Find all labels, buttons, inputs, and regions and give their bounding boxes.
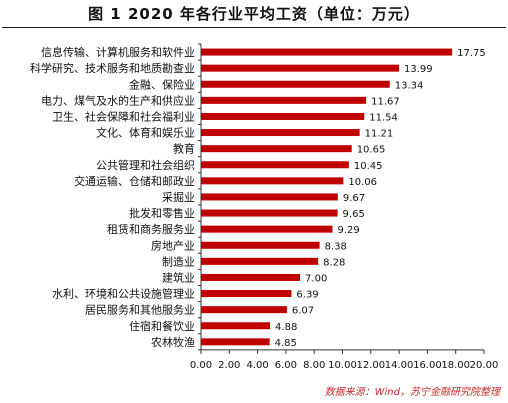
bar (201, 209, 338, 217)
bar (201, 80, 390, 88)
category-label: 科学研究、技术服务和地质勘查业 (30, 61, 195, 75)
value-label: 9.65 (343, 209, 365, 220)
value-label: 9.29 (337, 225, 359, 236)
bar (201, 112, 365, 120)
value-label: 11.21 (365, 129, 394, 140)
bar (201, 48, 453, 56)
category-label: 农林牧渔 (151, 335, 195, 349)
x-tick-label: 12.00 (356, 360, 385, 371)
value-label: 4.85 (275, 338, 297, 349)
value-label: 11.54 (369, 112, 398, 123)
x-tick-label: 16.00 (413, 360, 442, 371)
bar (201, 161, 349, 169)
value-label: 11.67 (371, 96, 400, 107)
bar (201, 322, 271, 330)
category-label: 文化、体育和娱乐业 (96, 126, 195, 140)
value-label: 7.00 (305, 273, 327, 284)
value-label: 4.88 (275, 322, 297, 333)
category-label: 批发和零售业 (129, 206, 195, 220)
x-tick-label: 6.00 (275, 360, 297, 371)
x-tick-label: 2.00 (218, 360, 240, 371)
x-tick-label: 20.00 (470, 360, 499, 371)
chart-title: 图 1 2020 年各行业平均工资（单位：万元） (88, 5, 420, 23)
category-label: 卫生、社会保障和社会福利业 (52, 109, 195, 123)
value-label: 6.07 (292, 306, 314, 317)
bar (201, 290, 292, 298)
value-label: 6.39 (296, 290, 318, 301)
source-note: 数据来源：Wind，苏宁金融研究院整理 (324, 387, 500, 398)
x-tick-label: 4.00 (246, 360, 268, 371)
value-label: 10.45 (354, 161, 383, 172)
bar (201, 273, 301, 281)
category-label: 房地产业 (151, 238, 195, 252)
category-label: 金融、保险业 (129, 77, 195, 91)
value-label: 17.75 (457, 48, 486, 59)
bar (201, 129, 360, 137)
category-label: 制造业 (162, 254, 195, 268)
bar (201, 338, 270, 346)
x-tick-label: 10.00 (328, 360, 357, 371)
category-label: 租赁和商务服务业 (107, 222, 195, 236)
category-label: 电力、煤气及水的生产和供应业 (41, 93, 195, 107)
bar (201, 145, 352, 153)
value-label: 13.99 (404, 64, 433, 75)
x-tick-label: 0.00 (190, 360, 212, 371)
value-label: 10.65 (357, 145, 386, 156)
category-label: 住宿和餐饮业 (129, 319, 195, 333)
category-label: 建筑业 (162, 270, 195, 284)
bar (201, 193, 338, 201)
bar (201, 64, 399, 72)
bar (201, 225, 333, 233)
value-label: 9.67 (343, 193, 365, 204)
value-label: 8.38 (325, 241, 347, 252)
x-tick-label: 14.00 (385, 360, 414, 371)
bar (201, 241, 320, 249)
category-label: 交通运输、仓储和邮政业 (74, 174, 195, 188)
bar (201, 257, 319, 265)
title-rule (2, 27, 506, 28)
bar (201, 177, 344, 185)
category-label: 教育 (173, 142, 195, 156)
value-label: 10.06 (348, 177, 377, 188)
value-label: 8.28 (323, 257, 345, 268)
category-label: 信息传输、计算机服务和软件业 (41, 45, 195, 59)
category-label: 公共管理和社会组织 (96, 158, 195, 172)
category-label: 居民服务和其他服务业 (85, 304, 195, 317)
x-tick-label: 18.00 (441, 360, 470, 371)
category-label: 水利、环境和公共设施管理业 (52, 287, 195, 301)
value-label: 13.34 (395, 80, 424, 91)
bar (201, 306, 287, 314)
x-tick-label: 8.00 (303, 360, 325, 371)
bar (201, 96, 367, 104)
category-label: 采掘业 (162, 190, 195, 204)
